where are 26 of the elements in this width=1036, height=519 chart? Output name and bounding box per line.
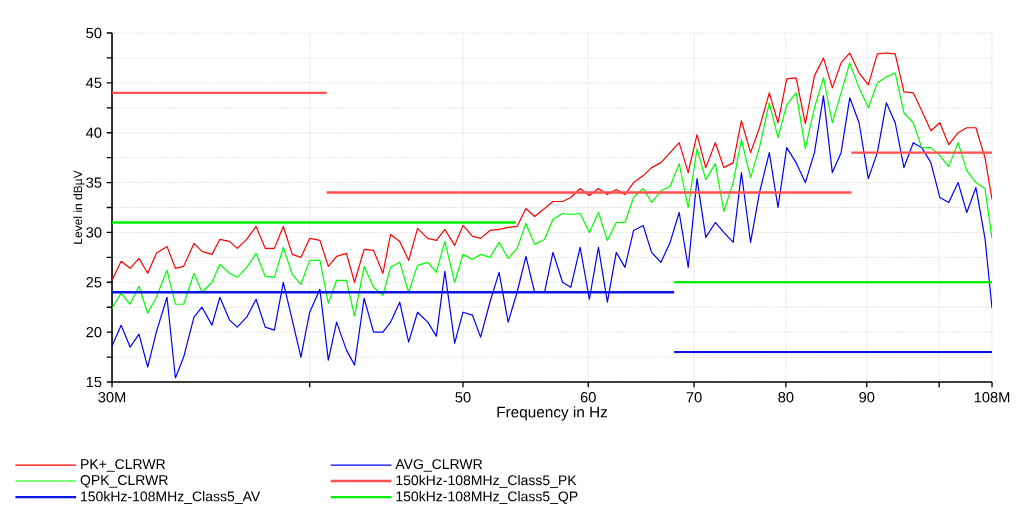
y-tick-label: 25 — [86, 277, 102, 288]
x-tick-label: 70 — [686, 392, 702, 403]
x-tick-label: 60 — [580, 392, 596, 403]
x-tick-label: 90 — [859, 392, 875, 403]
legend-label: QPK_CLRWR — [80, 475, 168, 488]
y-tick-label: 30 — [86, 227, 102, 238]
x-axis-title: Frequency in Hz — [497, 406, 608, 421]
legend-label: 150kHz-108MHz_Class5_AV — [81, 491, 261, 504]
legend-label: AVG_CLRWR — [395, 459, 483, 472]
y-tick-label: 35 — [86, 177, 102, 188]
y-tick-label: 40 — [86, 127, 102, 138]
line-series — [112, 95, 993, 379]
x-tick-label: 50 — [455, 392, 471, 403]
y-axis-title: Level in dBµV — [73, 170, 85, 244]
y-tick-label: 20 — [86, 326, 102, 338]
legend-label: PK+_CLRWR — [81, 459, 166, 472]
x-tick-label: 108M — [974, 392, 1010, 403]
y-tick-label: 50 — [86, 27, 102, 39]
legend-label: 150kHz-108MHz_Class5_PK — [396, 474, 577, 488]
line-series — [112, 62, 993, 317]
y-tick-label: 15 — [86, 376, 102, 388]
legend-label: 150kHz-108MHz_Class5_QP — [396, 491, 578, 504]
x-tick-label: 80 — [778, 392, 794, 403]
line-series — [112, 52, 993, 283]
y-tick-label: 45 — [86, 77, 102, 88]
x-tick-label: 30M — [98, 392, 126, 403]
